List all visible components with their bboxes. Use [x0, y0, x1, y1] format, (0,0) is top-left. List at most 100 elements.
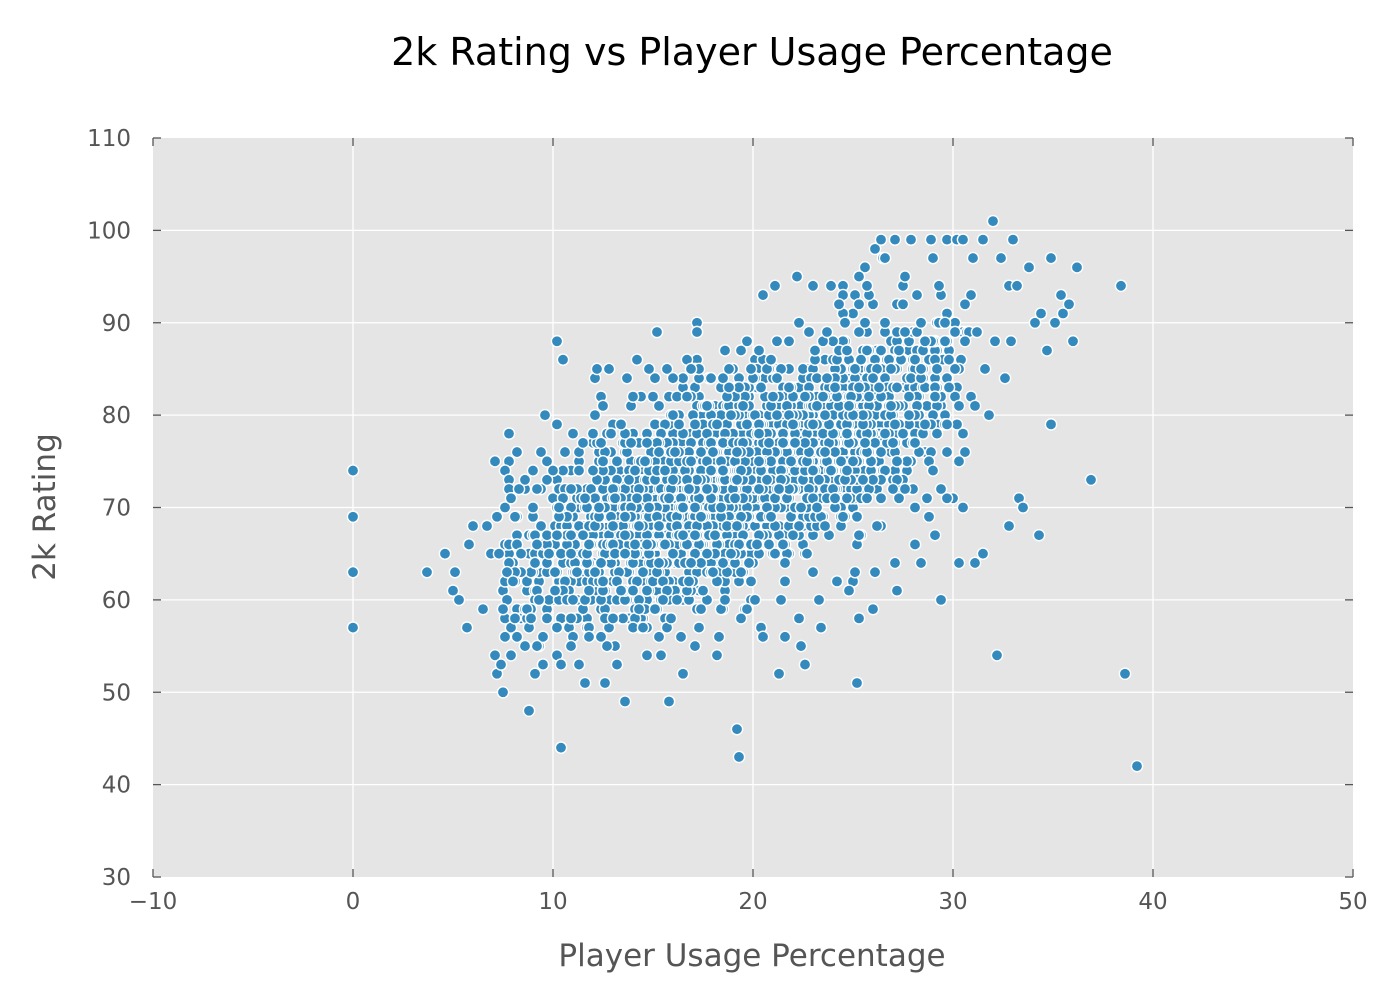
data-point [818, 519, 832, 533]
data-point [536, 658, 550, 671]
data-point [840, 491, 854, 505]
data-point [932, 279, 946, 293]
data-point [564, 612, 578, 625]
data-point [1044, 251, 1058, 265]
data-point [596, 575, 610, 588]
data-point [564, 639, 578, 653]
x-tick-label: −10 [129, 889, 178, 915]
data-point [654, 649, 668, 662]
data-point [536, 630, 550, 644]
data-point [744, 362, 758, 376]
data-point [886, 436, 900, 450]
data-point [786, 528, 800, 542]
data-point [852, 381, 866, 394]
data-point [756, 288, 770, 302]
data-point [870, 519, 884, 533]
data-point [618, 510, 632, 524]
data-point [898, 482, 912, 496]
data-point [674, 630, 688, 644]
data-point [688, 501, 702, 514]
data-point [566, 593, 580, 607]
data-point [938, 334, 952, 348]
data-point [590, 362, 604, 376]
data-point [1114, 279, 1128, 293]
data-point [642, 362, 656, 376]
data-point [810, 501, 824, 514]
data-point [940, 445, 954, 459]
data-point [978, 362, 992, 376]
data-point [850, 676, 864, 690]
data-point [628, 464, 642, 477]
data-point [958, 334, 972, 348]
data-point [852, 297, 866, 311]
data-point [594, 436, 608, 450]
data-point [554, 741, 568, 754]
data-point [688, 639, 702, 653]
data-point [830, 575, 844, 588]
data-point [852, 270, 866, 283]
data-point [724, 408, 738, 422]
data-point [650, 325, 664, 339]
data-point [938, 316, 952, 330]
data-point [892, 491, 906, 505]
data-point [722, 362, 736, 376]
data-point [542, 547, 556, 560]
data-point [866, 602, 880, 616]
data-point [872, 381, 886, 394]
data-point [642, 501, 656, 514]
data-point [700, 399, 714, 413]
data-point [466, 519, 480, 533]
data-point [934, 482, 948, 496]
data-point [564, 482, 578, 496]
data-point [824, 464, 838, 477]
data-point [782, 381, 796, 394]
data-point [346, 510, 360, 524]
data-point [346, 621, 360, 634]
data-point [620, 371, 634, 385]
data-point [704, 371, 718, 385]
data-point [888, 556, 902, 570]
data-point [682, 575, 696, 588]
data-point [956, 233, 970, 246]
data-point [640, 436, 654, 450]
data-point [504, 649, 518, 662]
data-point [840, 464, 854, 477]
data-point [488, 649, 502, 662]
data-point [896, 297, 910, 311]
data-point [940, 418, 954, 431]
data-point [868, 242, 882, 256]
data-point [848, 362, 862, 376]
data-point [762, 538, 776, 551]
data-point [858, 261, 872, 274]
data-point [708, 528, 722, 542]
data-point [446, 584, 460, 597]
data-point [1054, 288, 1068, 302]
data-point [792, 519, 806, 533]
data-point [606, 519, 620, 533]
data-point [928, 390, 942, 403]
data-point [724, 547, 738, 560]
data-point [1056, 307, 1070, 320]
data-point [888, 233, 902, 246]
y-tick-label: 60 [102, 588, 131, 614]
data-point [576, 436, 590, 450]
data-point [622, 473, 636, 487]
data-point [878, 316, 892, 330]
data-point [710, 649, 724, 662]
data-point [682, 482, 696, 496]
data-point [734, 612, 748, 625]
data-point [488, 455, 502, 468]
data-point [582, 630, 596, 644]
data-point [730, 473, 744, 487]
data-point [652, 399, 666, 413]
data-point [898, 270, 912, 283]
data-point [600, 639, 614, 653]
data-point [1002, 519, 1016, 533]
data-point [764, 510, 778, 524]
data-point [716, 464, 730, 477]
data-point [714, 501, 728, 514]
data-point [506, 575, 520, 588]
data-point [836, 510, 850, 524]
data-point [842, 584, 856, 597]
data-point [532, 593, 546, 607]
